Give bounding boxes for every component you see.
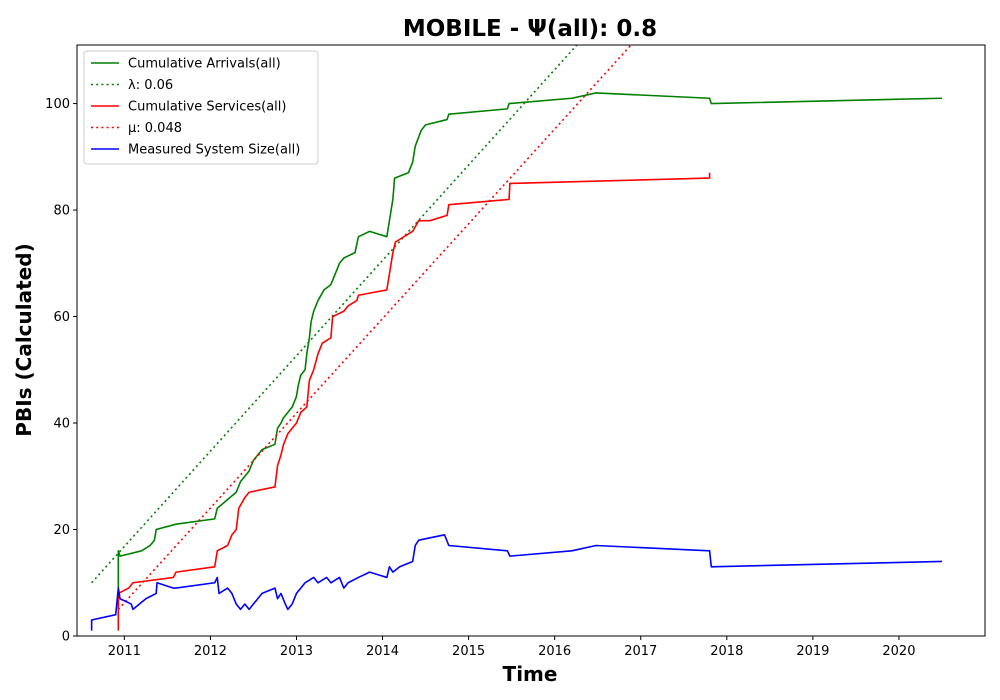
legend-label: λ: 0.06 xyxy=(128,78,173,93)
legend-box xyxy=(83,50,319,165)
series-line-2 xyxy=(117,172,711,631)
y-tick-label: 0 xyxy=(62,630,70,645)
y-tick-label: 60 xyxy=(53,310,70,325)
x-tick-label: 2015 xyxy=(452,644,485,659)
chart-title: MOBILE - Ψ(all): 0.8 xyxy=(403,16,657,42)
y-tick-label: 80 xyxy=(53,204,70,219)
y-tick-label: 40 xyxy=(53,417,70,432)
x-tick-label: 2012 xyxy=(194,644,227,659)
y-tick-label: 20 xyxy=(53,523,70,538)
x-tick-label: 2019 xyxy=(796,644,829,659)
x-tick-label: 2020 xyxy=(882,644,915,659)
series-line-0 xyxy=(117,92,942,610)
legend-label: μ: 0.048 xyxy=(128,121,182,136)
plot-frame xyxy=(76,44,986,637)
series-line-1 xyxy=(91,45,578,584)
legend-label: Cumulative Services(all) xyxy=(128,100,286,115)
x-tick-label: 2013 xyxy=(280,644,313,659)
legend-label: Measured System Size(all) xyxy=(128,143,300,158)
y-tick-label: 100 xyxy=(45,97,70,112)
y-axis-ticks: 0 20 40 60 80 100 xyxy=(45,97,77,645)
x-tick-label: 2018 xyxy=(710,644,743,659)
x-tick-label: 2011 xyxy=(108,644,141,659)
plot-area xyxy=(90,45,942,631)
x-axis-ticks: 2011 2012 2013 2014 2015 2016 2017 2018 2019 2020 xyxy=(108,636,915,659)
x-tick-label: 2016 xyxy=(538,644,571,659)
series-line-4 xyxy=(90,534,942,631)
y-axis-label: PBIs (Calculated) xyxy=(12,243,36,436)
x-tick-label: 2017 xyxy=(624,644,657,659)
legend: Cumulative Arrivals(all) λ: 0.06 Cumulativ… xyxy=(83,50,319,165)
legend-label: Cumulative Arrivals(all) xyxy=(128,57,281,72)
x-tick-label: 2014 xyxy=(366,644,399,659)
x-axis-label: Time xyxy=(503,662,558,686)
